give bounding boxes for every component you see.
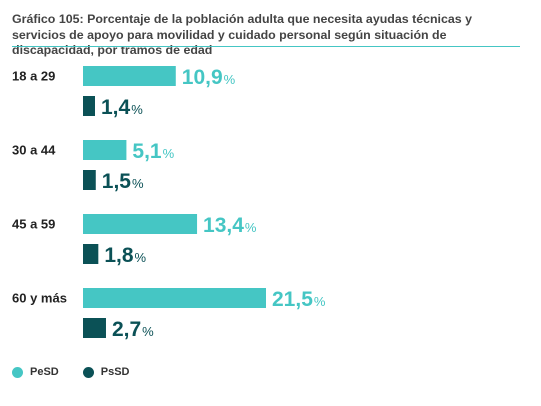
legend-swatch-pssd	[82, 366, 94, 378]
legend-label-pesd: PeSD	[30, 366, 59, 378]
bar-pesd	[83, 66, 176, 86]
category-label: 30 a 44	[12, 143, 56, 158]
bar-chart: 18 a 29 10,9% 1,4% 30 a 44 5,1% 1,5% 45 a 59 13…	[12, 66, 326, 341]
data-label: 2,7%	[112, 318, 154, 341]
category-label: 45 a 59	[12, 217, 55, 232]
data-label: 1,5%	[102, 170, 144, 193]
legend-swatch-pesd	[12, 366, 23, 378]
bar-pesd	[83, 214, 198, 234]
data-label: 1,8%	[104, 244, 146, 267]
data-label: 5,1%	[132, 140, 174, 163]
bar-pssd	[83, 318, 106, 338]
data-label: 10,9%	[182, 66, 236, 89]
data-label: 21,5%	[272, 288, 326, 311]
legend-item-pesd: PeSD	[12, 366, 59, 378]
legend-label-pssd: PsSD	[100, 366, 130, 378]
data-label: 13,4%	[203, 214, 257, 237]
bar-pssd	[83, 170, 96, 190]
category-label: 18 a 29	[12, 69, 55, 84]
bar-pssd	[83, 96, 95, 116]
title-divider	[12, 46, 520, 47]
bar-pssd	[83, 244, 99, 264]
legend-item-pssd: PsSD	[82, 366, 130, 378]
bar-pesd	[83, 140, 127, 160]
chart-legend: PeSD PsSD	[12, 366, 154, 378]
data-label: 1,4%	[101, 96, 143, 119]
category-label: 60 y más	[12, 291, 67, 306]
bar-pesd	[83, 288, 266, 308]
